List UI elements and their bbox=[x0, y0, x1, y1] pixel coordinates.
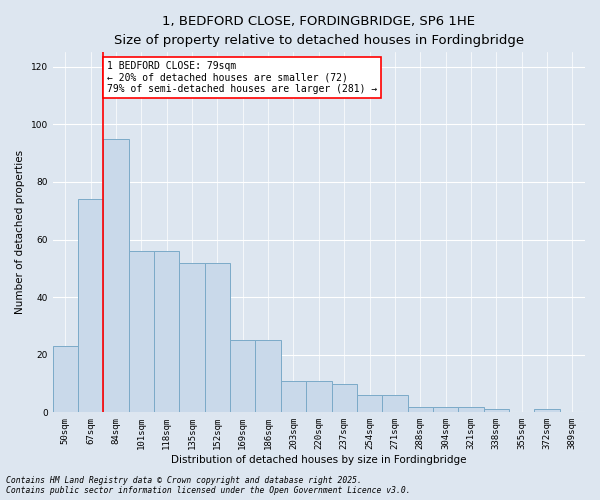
Bar bbox=[332, 384, 357, 412]
Bar bbox=[382, 395, 407, 412]
Bar bbox=[306, 380, 332, 412]
Bar bbox=[535, 410, 560, 412]
Bar bbox=[154, 251, 179, 412]
Bar bbox=[458, 406, 484, 412]
Text: Contains HM Land Registry data © Crown copyright and database right 2025.
Contai: Contains HM Land Registry data © Crown c… bbox=[6, 476, 410, 495]
Y-axis label: Number of detached properties: Number of detached properties bbox=[15, 150, 25, 314]
Bar bbox=[78, 199, 103, 412]
Bar bbox=[357, 395, 382, 412]
Text: 1 BEDFORD CLOSE: 79sqm
← 20% of detached houses are smaller (72)
79% of semi-det: 1 BEDFORD CLOSE: 79sqm ← 20% of detached… bbox=[107, 61, 377, 94]
Bar bbox=[179, 262, 205, 412]
Bar bbox=[230, 340, 256, 412]
Bar bbox=[256, 340, 281, 412]
Bar bbox=[433, 406, 458, 412]
Bar bbox=[103, 138, 129, 412]
Bar bbox=[129, 251, 154, 412]
Bar bbox=[407, 406, 433, 412]
X-axis label: Distribution of detached houses by size in Fordingbridge: Distribution of detached houses by size … bbox=[171, 455, 467, 465]
Title: 1, BEDFORD CLOSE, FORDINGBRIDGE, SP6 1HE
Size of property relative to detached h: 1, BEDFORD CLOSE, FORDINGBRIDGE, SP6 1HE… bbox=[114, 15, 524, 47]
Bar bbox=[281, 380, 306, 412]
Bar bbox=[53, 346, 78, 412]
Bar bbox=[484, 410, 509, 412]
Bar bbox=[205, 262, 230, 412]
